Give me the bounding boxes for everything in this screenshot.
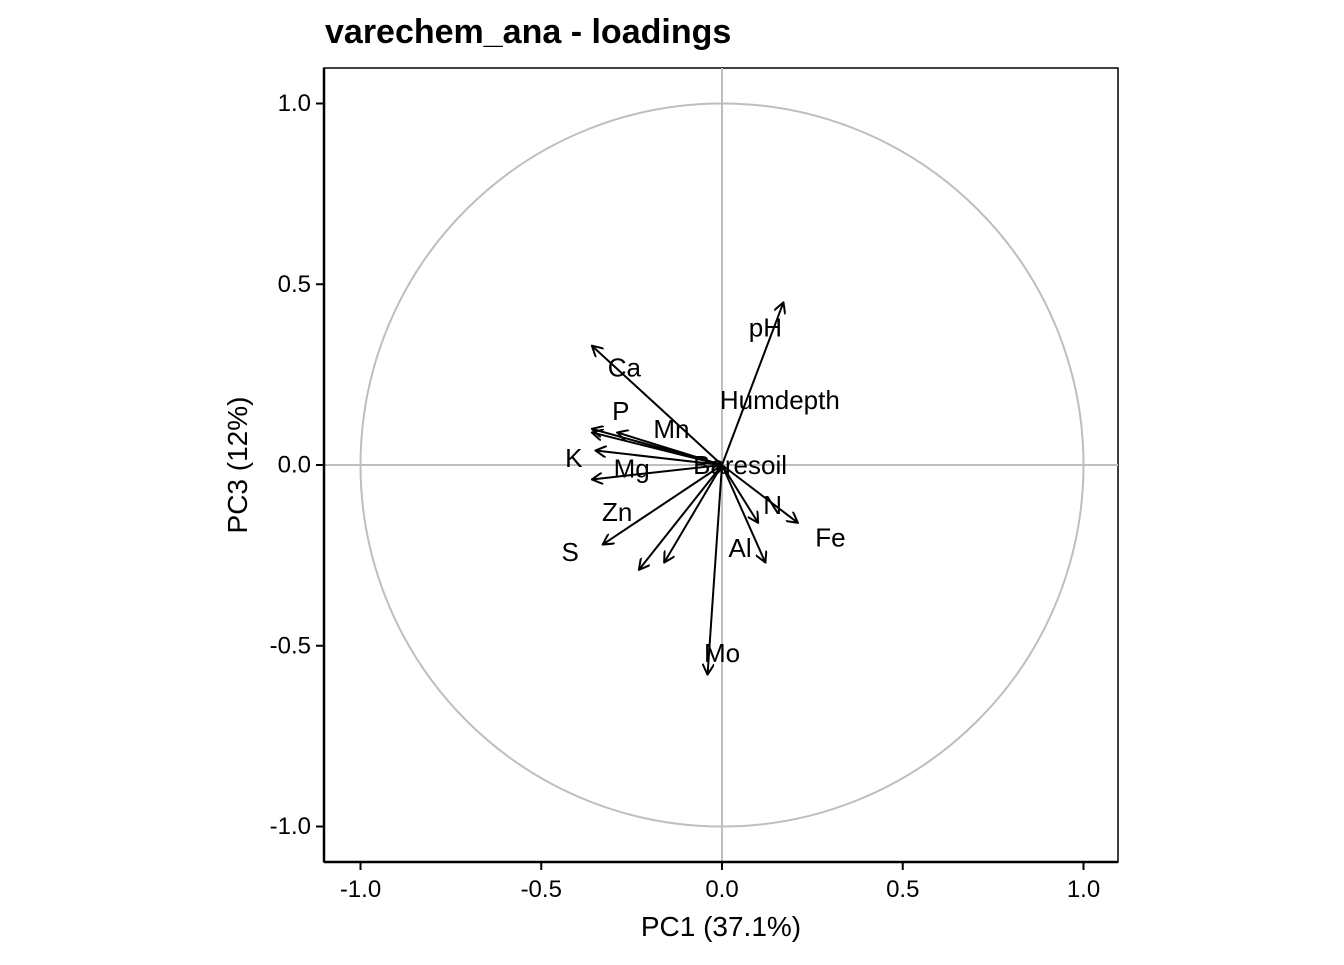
y-tick-label: 0.5 (278, 271, 311, 298)
loading-arrow-ca (592, 346, 723, 466)
variable-label-n: N (763, 490, 782, 520)
loading-arrow-mo (708, 464, 723, 675)
y-tick-label: -1.0 (270, 813, 311, 840)
x-tick-label: -0.5 (521, 876, 562, 903)
variable-label-zn: Zn (602, 497, 632, 527)
x-tick-label: 1.0 (1067, 876, 1100, 903)
y-axis-title: PC3 (12%) (222, 397, 253, 534)
x-tick-label: 0.0 (705, 876, 738, 903)
variable-label-al: Al (729, 533, 752, 563)
loading-arrow-fe (721, 464, 798, 523)
loading-arrow-s (603, 464, 723, 545)
variable-label-fe: Fe (815, 522, 845, 552)
loading-arrow-n (721, 464, 758, 523)
variable-label-mn: Mn (653, 414, 689, 444)
variable-label-ca: Ca (608, 352, 642, 382)
x-tick-label: 0.5 (886, 876, 919, 903)
y-tick-label: -0.5 (270, 632, 311, 659)
loading-arrow-humdepth (639, 464, 723, 570)
y-axis: 1.0 0.5 0.0 -0.5 -1.0 (270, 68, 326, 862)
variable-label-baresoil: Baresoil (693, 450, 787, 480)
variable-label-humdepth: Humdepth (720, 385, 840, 415)
y-tick-label: 0.0 (278, 452, 311, 479)
variable-labels-layer: N PK Ca Mg S Al Fe Mn Zn Mo Baresoil Humdepth pH (561, 313, 845, 668)
chart-title: varechem_ana - loadings (325, 13, 731, 51)
x-axis: -1.0 -0.5 0.0 0.5 1.0 (324, 860, 1118, 903)
loading-arrows-layer (592, 302, 798, 674)
loading-arrow-baresoil (664, 464, 723, 563)
x-axis-title: PC1 (37.1%) (641, 911, 801, 942)
unit-circle (359, 102, 1085, 828)
loading-arrow-zn (592, 429, 723, 466)
y-tick-label: 1.0 (278, 90, 311, 117)
variable-label-mo: Mo (704, 638, 740, 668)
loading-arrow-mg (592, 464, 723, 479)
variable-label-ph: pH (749, 313, 782, 343)
loading-arrow-ph (721, 302, 783, 466)
loading-arrow-al (721, 464, 765, 563)
variable-label-p: P (612, 396, 629, 426)
x-tick-label: -1.0 (340, 876, 381, 903)
variable-label-k: K (565, 443, 583, 473)
variable-label-s: S (561, 537, 578, 567)
loading-arrow-k (595, 451, 723, 466)
variable-label-mg: Mg (614, 454, 650, 484)
